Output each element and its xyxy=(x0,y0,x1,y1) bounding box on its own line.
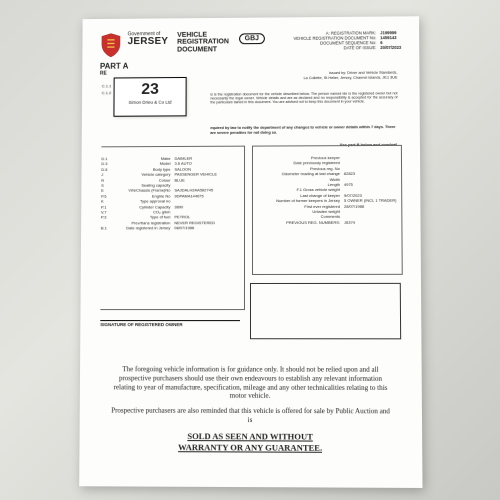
signature-line: SIGNATURE OF REGISTERED OWNER xyxy=(100,320,240,327)
government-name: Government of JERSEY xyxy=(128,32,169,47)
header: Government of JERSEY VEHICLE REGISTRATIO… xyxy=(100,30,401,58)
sold-line2: WARRANTY OR ANY GUARANTEE. xyxy=(178,442,322,453)
document-page: Government of JERSEY VEHICLE REGISTRATIO… xyxy=(79,16,422,488)
warning-text: equired by law to notify the department … xyxy=(210,125,398,135)
issuer-address: Issued by: Driver and Vehicle Standards,… xyxy=(304,71,398,81)
document-title: VEHICLE REGISTRATION DOCUMENT xyxy=(177,32,229,54)
jersey-crest-icon xyxy=(100,32,122,58)
see-part-b: See part B below and overleaf. xyxy=(340,142,398,147)
sold-line1: SOLD AS SEEN AND WITHOUT xyxy=(187,430,313,441)
doc-no: 1459143 xyxy=(380,35,396,40)
gov-line2: JERSEY xyxy=(128,37,169,47)
disclaimer-p2: Prospective purchasers are also reminded… xyxy=(110,406,392,425)
lot-sticker: 23 Simon Drieu & Co Ltd xyxy=(113,77,186,117)
history-row: PREVIOUS REG. NUMBERS:J6374 xyxy=(254,219,400,225)
gbj-badge: GBJ xyxy=(239,33,265,44)
c-labels: C.1.1 C.1.2 xyxy=(102,82,111,96)
lot-number: 23 xyxy=(115,81,186,99)
vehicle-spec-table: D.1MakeDAIMLERD.3Model3.6 AUTOD.5Body ty… xyxy=(101,156,240,231)
auction-disclaimer: The foregoing vehicle information is for… xyxy=(109,365,391,460)
disclaimer-p1: The foregoing vehicle information is for… xyxy=(110,365,392,401)
notice-text: is is the registration document for the … xyxy=(210,91,397,104)
vehicle-history-table: Previous keeperDate previously registere… xyxy=(254,155,400,225)
auctioneer-name: Simon Drieu & Co Ltd xyxy=(114,100,185,105)
comments-box xyxy=(250,283,401,339)
header-meta: A: REGISTRATION MARK:J199999 VEHICLE REG… xyxy=(281,30,402,51)
spec-row: B.1Date registered in Jersey08/07/1988 xyxy=(101,225,240,231)
issue-date: 20/07/2023 xyxy=(380,45,401,50)
